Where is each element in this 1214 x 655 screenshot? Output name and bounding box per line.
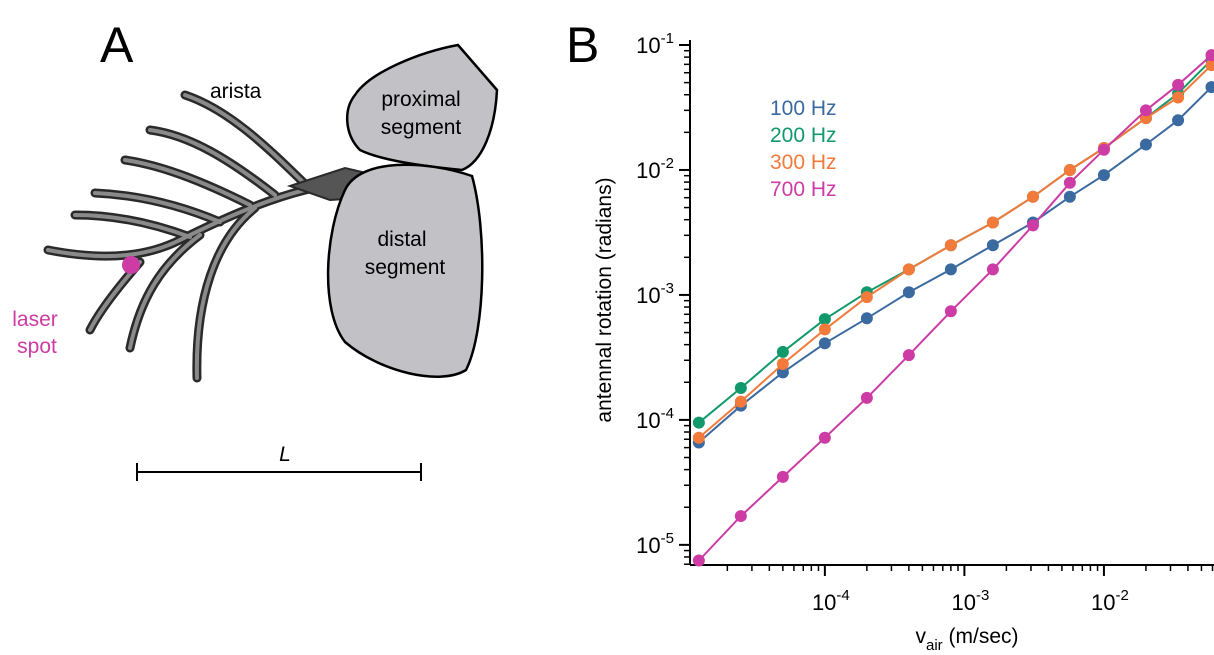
tick-label: 10-2	[636, 155, 674, 183]
legend-entry: 200 Hz	[770, 124, 837, 147]
tick-label: 10-2	[1091, 587, 1129, 615]
data-point	[734, 395, 747, 408]
segment-label: distal	[377, 228, 426, 251]
laser-label: spot	[17, 335, 57, 358]
tick-exponent: -5	[661, 530, 674, 547]
tick-base: 10	[636, 283, 660, 308]
data-point	[986, 239, 999, 252]
data-point	[1205, 59, 1214, 72]
data-point	[734, 381, 747, 394]
tick-label: 10-4	[636, 405, 674, 433]
tick-exponent: -4	[661, 405, 674, 422]
laser-spot	[122, 256, 140, 274]
data-point	[1063, 190, 1076, 203]
legend-entry: 100 Hz	[770, 97, 837, 120]
x-axis-label: vair (m/sec)	[916, 625, 1019, 654]
distal-segment	[326, 163, 484, 378]
series-line	[698, 54, 1213, 562]
data-point	[776, 345, 789, 358]
tick-exponent: -3	[661, 280, 674, 297]
data-point	[818, 313, 831, 326]
data-point	[734, 510, 747, 523]
arista-label: arista	[210, 80, 262, 103]
data-point	[692, 431, 705, 444]
x-label-rest: (m/sec)	[943, 625, 1019, 648]
data-point	[944, 239, 957, 252]
data-point	[1172, 91, 1185, 104]
data-point	[902, 349, 915, 362]
tick-label: 10-4	[812, 587, 850, 615]
segment-label: segment	[381, 116, 462, 139]
tick-exponent: -4	[836, 587, 849, 604]
data-point	[776, 366, 789, 379]
data-point	[1139, 138, 1152, 151]
data-point	[1026, 190, 1039, 203]
tick-exponent: -2	[1115, 587, 1128, 604]
data-point	[860, 291, 873, 304]
legend-entry: 300 Hz	[770, 151, 837, 174]
data-point	[818, 431, 831, 444]
tick-label: 10-1	[636, 30, 674, 58]
tick-base: 10	[812, 590, 836, 615]
series-line	[698, 86, 1213, 444]
proximal-segment	[345, 43, 499, 172]
tick-exponent: -1	[661, 30, 674, 47]
data-point	[1139, 104, 1152, 117]
tick-base: 10	[951, 590, 975, 615]
data-point	[1205, 49, 1214, 62]
tick-base: 10	[636, 533, 660, 558]
data-point	[692, 416, 705, 429]
tick-base: 10	[636, 33, 660, 58]
data-point	[818, 323, 831, 336]
panel-label: A	[100, 17, 134, 73]
data-point	[776, 358, 789, 371]
scale-label: L	[279, 443, 291, 466]
tick-base: 10	[1091, 590, 1115, 615]
data-point	[902, 263, 915, 276]
tick-label: 10-5	[636, 530, 674, 558]
series-line	[698, 64, 1213, 439]
data-point	[986, 216, 999, 229]
data-point	[902, 286, 915, 299]
data-point	[1172, 114, 1185, 127]
data-point	[860, 391, 873, 404]
segment-label: segment	[365, 256, 446, 279]
panel-label: B	[566, 17, 599, 73]
tick-exponent: -2	[661, 155, 674, 172]
data-point	[944, 305, 957, 318]
data-point	[1063, 163, 1076, 176]
segment-label: proximal	[381, 88, 460, 111]
data-point	[1026, 219, 1039, 232]
laser-label: laser	[12, 308, 58, 331]
tick-base: 10	[636, 158, 660, 183]
data-point	[986, 263, 999, 276]
tick-exponent: -3	[976, 587, 989, 604]
data-point	[776, 470, 789, 483]
data-point	[1205, 81, 1214, 94]
tick-label: 10-3	[951, 587, 989, 615]
x-label-sub: air	[926, 637, 943, 654]
data-point	[1097, 143, 1110, 156]
tick-base: 10	[636, 408, 660, 433]
arista	[43, 90, 364, 383]
x-label-main: v	[916, 625, 927, 648]
data-point	[860, 312, 873, 325]
data-point	[1097, 169, 1110, 182]
data-point	[1063, 176, 1076, 189]
data-point	[818, 337, 831, 350]
y-axis-label: antennal rotation (radians)	[593, 177, 616, 422]
scale-bar	[136, 463, 422, 481]
data-point	[944, 263, 957, 276]
legend-entry: 700 Hz	[770, 178, 837, 201]
data-point	[692, 554, 705, 567]
data-point	[1172, 78, 1185, 91]
tick-label: 10-3	[636, 280, 674, 308]
